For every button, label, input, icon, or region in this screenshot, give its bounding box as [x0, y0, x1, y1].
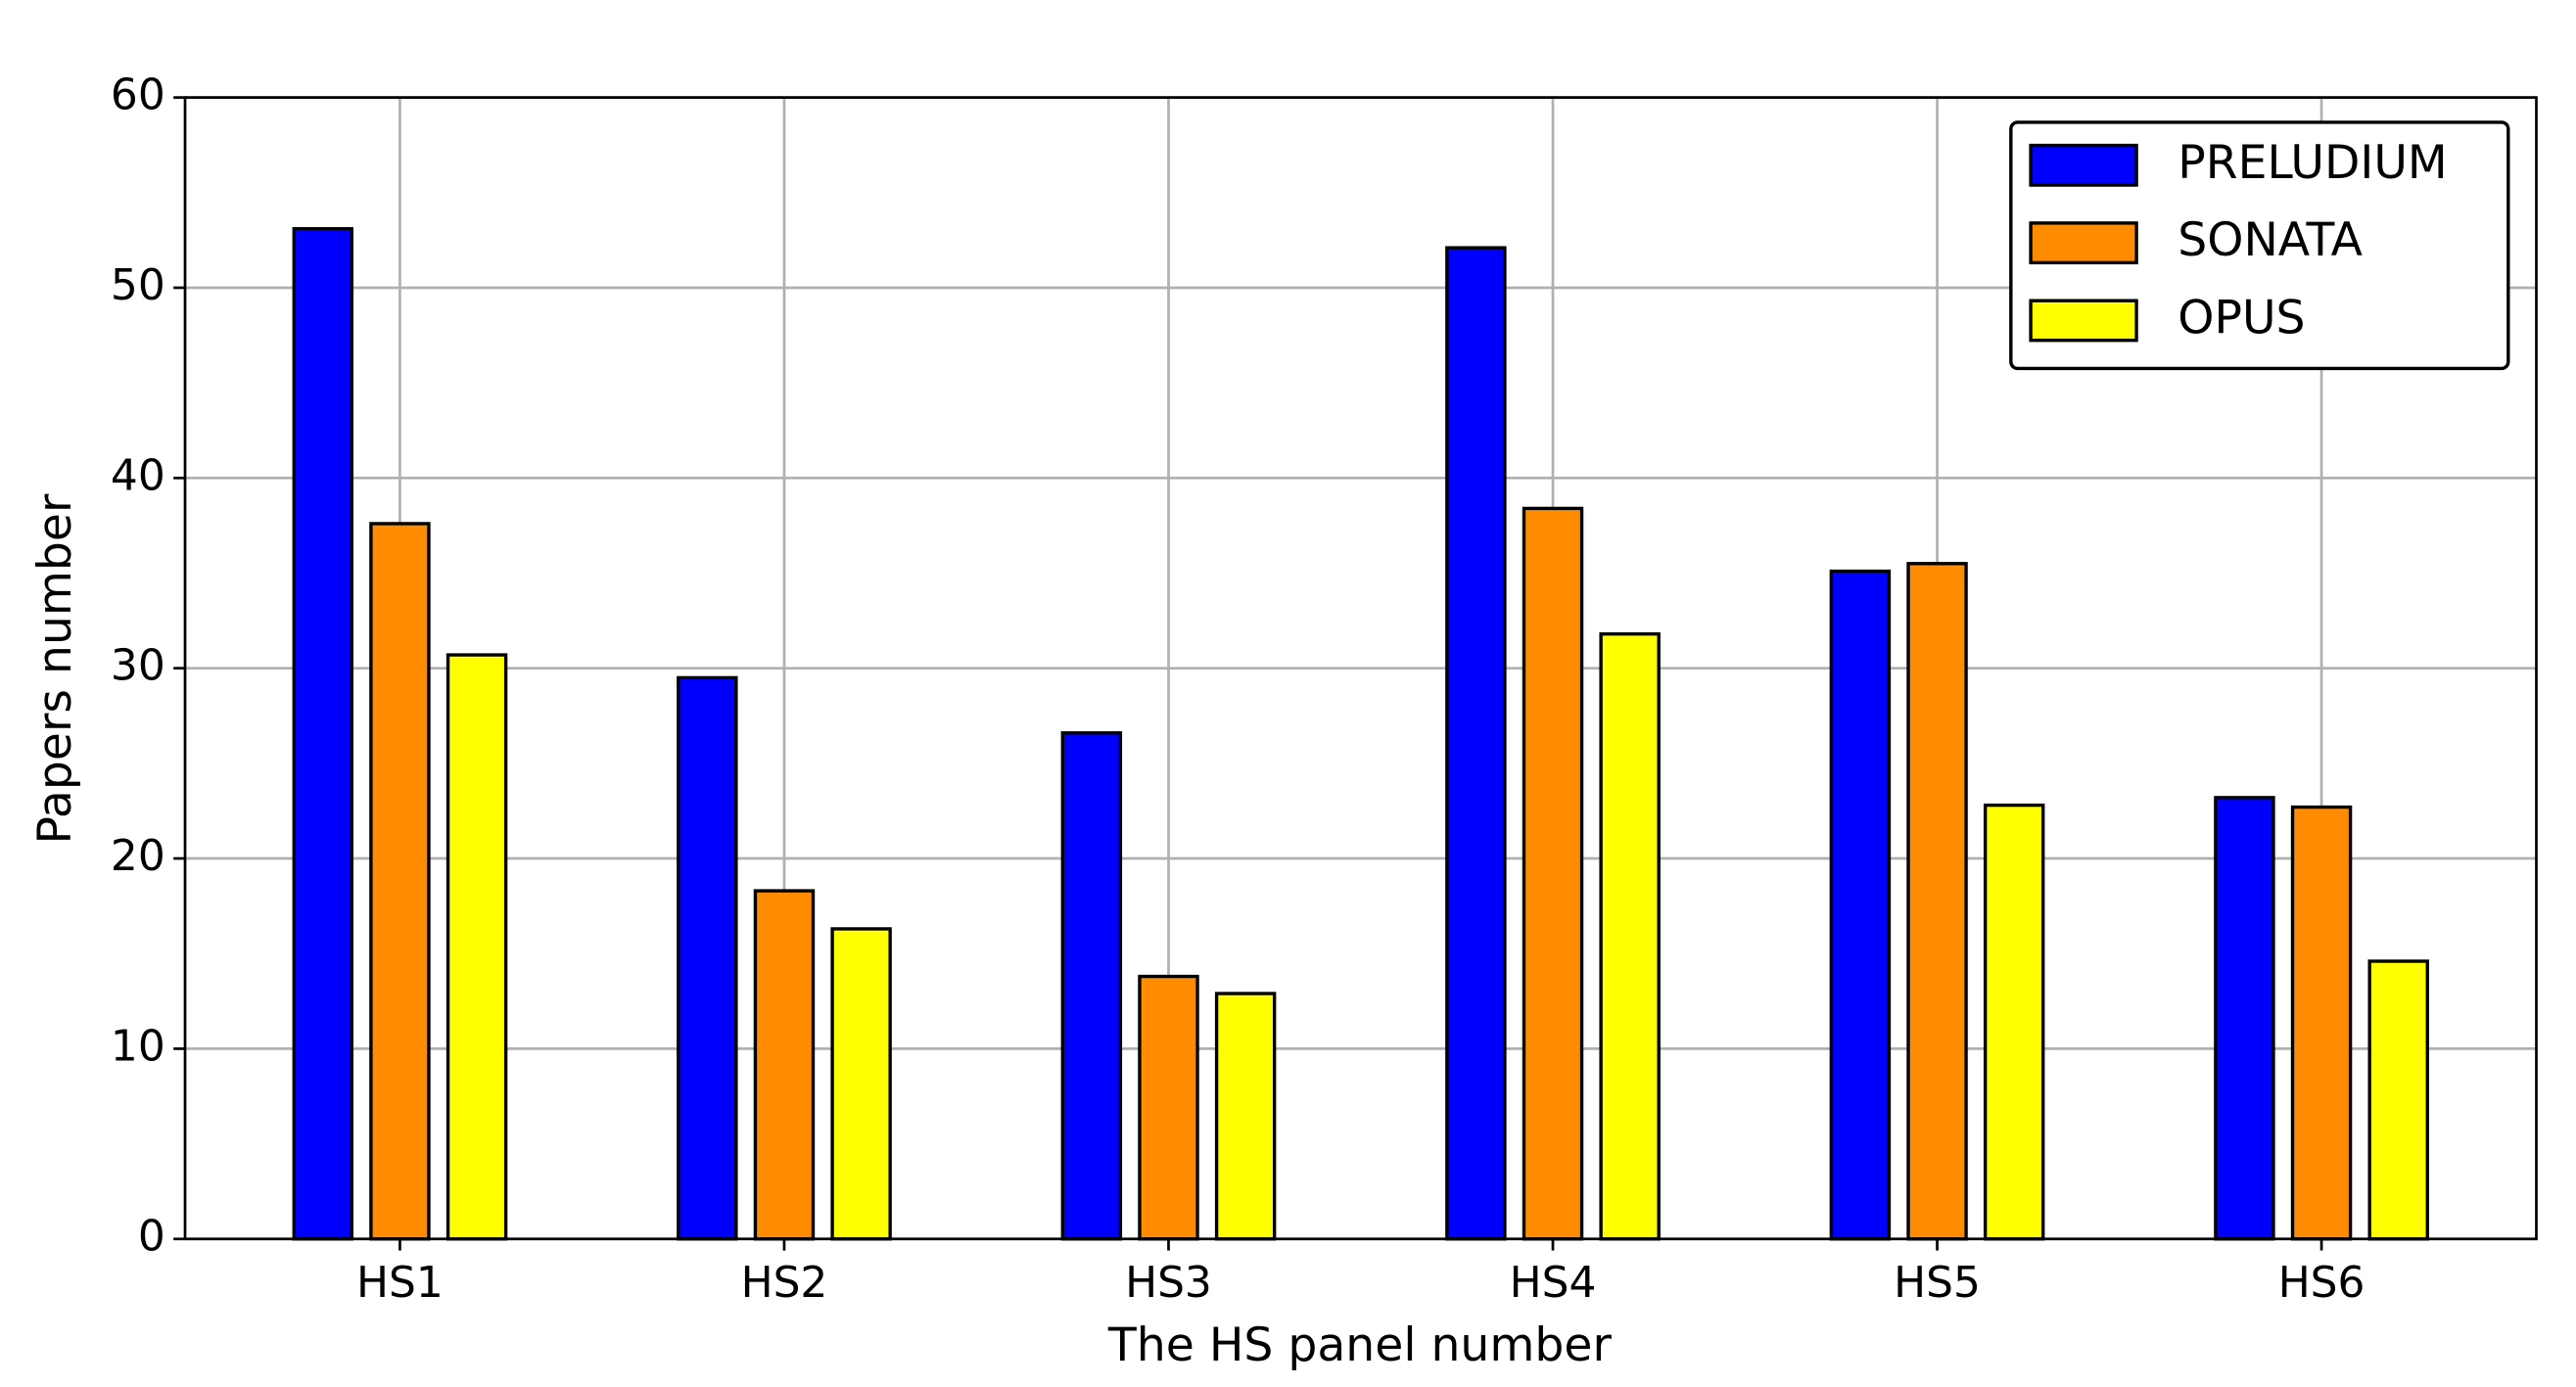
plot-frame [183, 96, 2538, 1241]
x-tick-label: HS3 [1125, 1258, 1212, 1308]
bar [830, 927, 892, 1241]
x-tick-label: HS4 [1510, 1258, 1597, 1308]
y-tick-label: 20 [111, 831, 165, 881]
bar [445, 653, 508, 1241]
bar [1060, 731, 1123, 1241]
bar [1906, 562, 1968, 1241]
legend-label: SONATA [2178, 213, 2363, 267]
bar [2367, 959, 2429, 1241]
x-tick-label: HS2 [741, 1258, 828, 1308]
bar [1138, 974, 1199, 1241]
bar [292, 227, 354, 1241]
bar [1214, 992, 1277, 1241]
legend-swatch [2029, 299, 2138, 343]
x-axis-label: The HS panel number [1107, 1318, 1613, 1372]
bar [1829, 569, 1892, 1241]
bar [2214, 796, 2275, 1241]
y-tick-label: 30 [111, 641, 165, 691]
y-tick-label: 60 [111, 70, 165, 120]
bar [1522, 506, 1584, 1241]
y-axis-label: Papers number [28, 493, 82, 844]
y-tick-label: 50 [111, 260, 165, 310]
x-tick-label: HS5 [1894, 1258, 1981, 1308]
bar [1599, 632, 1661, 1241]
x-tick-label: HS1 [356, 1258, 444, 1308]
y-tick-label: 10 [111, 1021, 165, 1071]
legend-swatch [2029, 143, 2138, 187]
legend-label: OPUS [2178, 291, 2305, 345]
bar [677, 675, 738, 1241]
legend-label: PRELUDIUM [2178, 136, 2447, 190]
bar [1983, 803, 2045, 1241]
y-tick-label: 0 [138, 1212, 165, 1262]
x-tick-label: HS6 [2278, 1258, 2365, 1308]
bar [753, 889, 816, 1241]
bar [369, 522, 431, 1241]
legend-swatch [2029, 221, 2138, 265]
bar [2290, 805, 2353, 1241]
bar [1445, 246, 1507, 1241]
y-tick-label: 40 [111, 450, 165, 500]
